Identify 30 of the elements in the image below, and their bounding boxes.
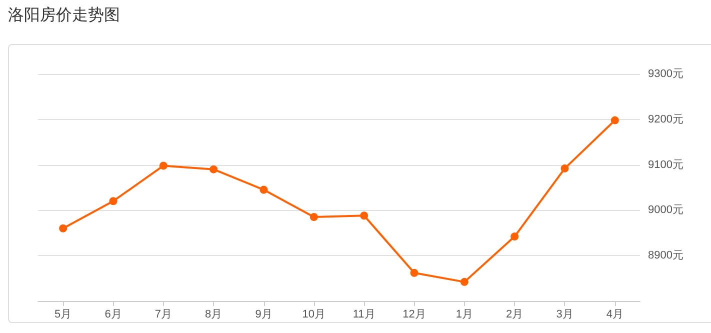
point: [410, 268, 418, 277]
point: [610, 116, 619, 124]
x-tick-label: 5月: [54, 308, 72, 320]
x-tick-label: 12月: [402, 308, 426, 320]
y-tick-label: 9300元: [648, 68, 684, 80]
x-tick-label: 6月: [104, 308, 122, 320]
x-tick-label: 9月: [255, 308, 272, 320]
y-tick-label: 9200元: [648, 113, 684, 126]
point: [460, 278, 468, 286]
point: [310, 213, 318, 222]
x-tick-label: 2月: [506, 308, 524, 320]
point: [159, 162, 168, 170]
point: [210, 165, 218, 174]
x-tick-label: 10月: [302, 308, 326, 320]
x-tick-label: 4月: [606, 308, 624, 320]
point: [59, 224, 68, 232]
y-tick-label: 9100元: [648, 158, 684, 171]
y-tick-label: 8900元: [648, 250, 684, 262]
x-tick-label: 11月: [352, 308, 376, 320]
x-tick-label: 3月: [556, 308, 574, 320]
x-tick-label: 8月: [205, 308, 222, 320]
point: [260, 186, 268, 194]
chart-title: 洛阳房价走势图: [8, 5, 120, 26]
x-tick-label: 7月: [154, 308, 172, 320]
point: [560, 164, 569, 172]
x-tick-label: 1月: [456, 308, 473, 320]
point: [109, 197, 118, 206]
point: [510, 232, 519, 241]
point: [360, 212, 368, 220]
y-tick-label: 9000元: [648, 204, 684, 216]
